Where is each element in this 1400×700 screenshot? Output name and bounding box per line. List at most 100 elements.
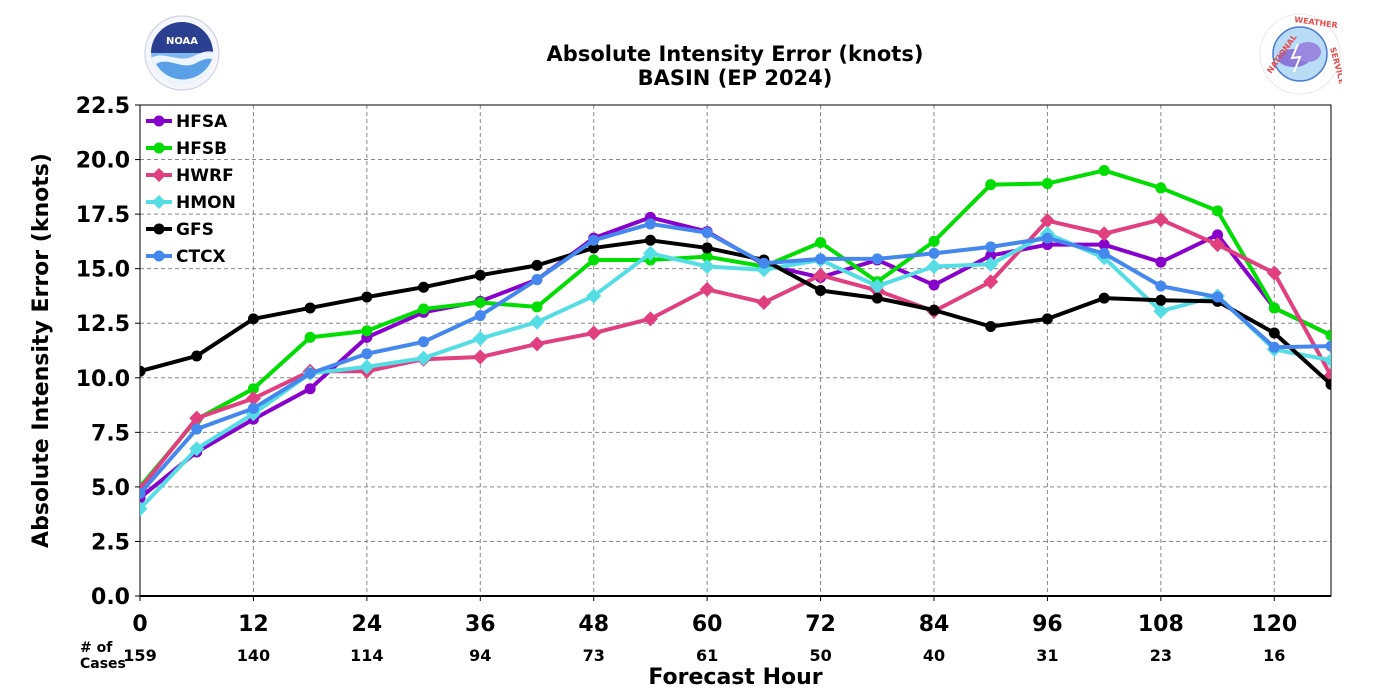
data-point-ctcx xyxy=(1325,340,1331,352)
case-count: 140 xyxy=(237,646,270,665)
data-point-hfsb xyxy=(247,383,259,395)
data-point-hfsb xyxy=(531,301,543,313)
series-line-hmon xyxy=(140,231,1331,511)
legend-item-hmon: HMON xyxy=(146,193,236,213)
y-tick-label: 15.0 xyxy=(76,258,130,283)
legend-label: HWRF xyxy=(176,166,234,186)
data-point-gfs xyxy=(1325,378,1331,390)
axes xyxy=(135,104,1332,601)
nws-logo: NATIONAL WEATHER SERVICE xyxy=(1259,13,1342,95)
data-point-hmon xyxy=(140,501,148,517)
data-point-gfs xyxy=(247,313,259,325)
data-point-ctcx xyxy=(1041,232,1053,244)
svg-text:NOAA: NOAA xyxy=(166,36,198,47)
data-point-hwrf xyxy=(586,325,602,341)
case-count: 40 xyxy=(923,646,945,665)
data-point-hfsb xyxy=(418,303,430,315)
series-line-hfsa xyxy=(140,215,1331,500)
data-point-hmon xyxy=(472,330,488,346)
data-point-gfs xyxy=(304,302,316,314)
legend-marker xyxy=(153,250,165,262)
case-count: 61 xyxy=(696,646,718,665)
legend-label: CTCX xyxy=(176,247,226,267)
data-point-hfsa xyxy=(1098,239,1110,251)
x-tick-label: 0 xyxy=(132,612,147,637)
data-point-ctcx xyxy=(815,253,827,265)
x-tick-label: 108 xyxy=(1138,612,1184,637)
data-point-hwrf xyxy=(189,410,205,426)
case-count: 94 xyxy=(469,646,491,665)
data-point-gfs xyxy=(1041,313,1053,325)
data-point-hwrf xyxy=(642,311,658,327)
chart-subtitle: BASIN (EP 2024) xyxy=(637,66,833,90)
data-point-gfs xyxy=(418,281,430,293)
data-point-ctcx xyxy=(588,234,600,246)
y-tick-label: 5.0 xyxy=(91,476,130,501)
data-point-hwrf xyxy=(1266,265,1282,281)
data-point-hmon xyxy=(1153,303,1169,319)
data-point-hwrf xyxy=(245,391,261,407)
case-count: 114 xyxy=(350,646,383,665)
x-tick-label: 60 xyxy=(692,612,723,637)
data-point-hwrf xyxy=(1153,212,1169,228)
x-tick-label: 96 xyxy=(1032,612,1063,637)
data-point-hwrf xyxy=(1039,213,1055,229)
data-point-hfsb xyxy=(701,251,713,263)
data-point-hmon xyxy=(699,258,715,274)
legend-marker xyxy=(152,168,166,182)
case-count: 159 xyxy=(123,646,156,665)
data-point-ctcx xyxy=(928,247,940,259)
legend-marker xyxy=(153,223,165,235)
legend-item-hwrf: HWRF xyxy=(146,166,234,186)
series-layer xyxy=(140,164,1331,517)
data-point-hmon xyxy=(529,314,545,330)
x-tick-label: 72 xyxy=(805,612,836,637)
case-count: 23 xyxy=(1150,646,1172,665)
data-point-hfsb xyxy=(304,331,316,343)
data-point-hwrf xyxy=(1096,226,1112,242)
noaa-logo: NOAA xyxy=(144,15,220,91)
x-tick-label: 36 xyxy=(465,612,496,637)
series-line-hfsb xyxy=(140,168,1331,489)
data-point-hfsb xyxy=(815,236,827,248)
data-point-gfs xyxy=(1098,292,1110,304)
case-count: 73 xyxy=(583,646,605,665)
data-point-hfsb xyxy=(1325,329,1331,341)
data-point-hfsa xyxy=(1212,229,1224,241)
data-point-gfs xyxy=(701,242,713,254)
data-point-ctcx xyxy=(140,487,146,499)
data-point-hfsa xyxy=(304,383,316,395)
legend-item-hfsb: HFSB xyxy=(146,139,227,159)
data-point-gfs xyxy=(815,284,827,296)
data-point-hmon xyxy=(642,245,658,261)
legend: HFSA HFSB HWRF HMON GFS CTCX xyxy=(146,112,236,267)
plot-frame xyxy=(139,104,1332,597)
data-point-ctcx xyxy=(531,274,543,286)
data-point-ctcx xyxy=(361,348,373,360)
series-line-ctcx xyxy=(140,221,1331,495)
legend-label: HFSB xyxy=(176,139,227,159)
data-point-hfsb xyxy=(1155,182,1167,194)
grid-lines xyxy=(140,105,1331,596)
data-point-hfsa xyxy=(985,250,997,262)
legend-marker xyxy=(152,195,166,209)
data-point-ctcx xyxy=(1212,291,1224,303)
legend-item-ctcx: CTCX xyxy=(146,247,226,267)
data-point-hfsa xyxy=(1155,256,1167,268)
data-point-gfs xyxy=(531,259,543,271)
data-point-hmon xyxy=(359,359,375,375)
data-point-hfsa xyxy=(928,279,940,291)
y-axis-title: Absolute Intensity Error (knots) xyxy=(29,153,54,548)
y-tick-label: 20.0 xyxy=(76,149,130,174)
data-point-ctcx xyxy=(758,257,770,269)
data-point-hfsb xyxy=(1098,164,1110,176)
legend-label: GFS xyxy=(176,220,214,240)
data-point-gfs xyxy=(191,350,203,362)
data-point-hwrf xyxy=(813,267,829,283)
data-point-ctcx xyxy=(247,402,259,414)
data-point-hwrf xyxy=(699,281,715,297)
legend-label: HMON xyxy=(176,193,236,213)
data-point-ctcx xyxy=(701,227,713,239)
data-point-gfs xyxy=(928,304,940,316)
